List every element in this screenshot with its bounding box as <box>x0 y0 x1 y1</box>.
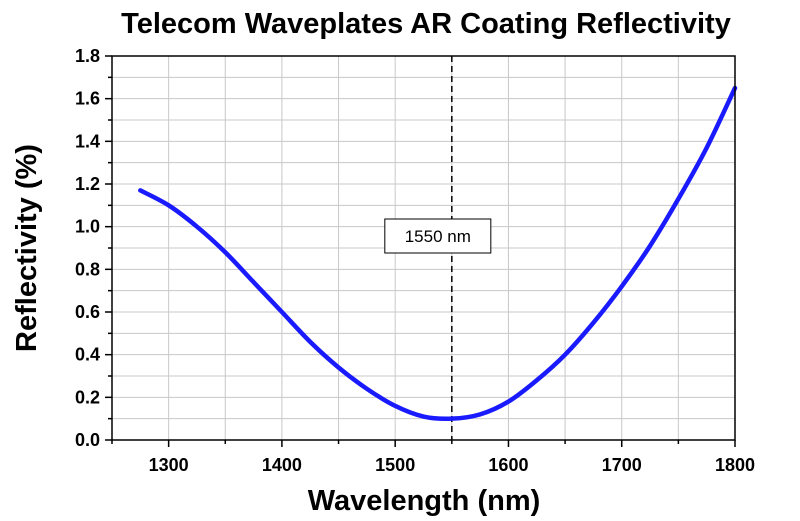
x-tick-label: 1700 <box>602 455 642 475</box>
x-tick-label: 1800 <box>715 455 755 475</box>
series-line <box>138 85 738 422</box>
x-tick-label: 1500 <box>375 455 415 475</box>
annotation-layer: 1550 nm <box>384 56 492 440</box>
y-tick-label: 0.0 <box>75 430 100 450</box>
y-tick-label: 1.0 <box>75 217 100 237</box>
annotation-box <box>384 218 492 254</box>
y-tick-label: 1.6 <box>75 89 100 109</box>
y-tick-label: 0.8 <box>75 259 100 279</box>
x-tick-label: 1400 <box>262 455 302 475</box>
series-layer <box>138 85 738 422</box>
x-tick-label: 1300 <box>149 455 189 475</box>
y-tick-label: 0.6 <box>75 302 100 322</box>
y-axis-label: Reflectivity (%) <box>11 144 43 352</box>
chart-title: Telecom Waveplates AR Coating Reflectivi… <box>121 8 731 40</box>
axis-ticks: 1300 1400 1500 1600 1700 1800 0.0 0.2 0.4 0.6 0.8 1… <box>75 46 755 475</box>
y-tick-label: 1.4 <box>75 131 100 151</box>
x-axis-label: Wavelength (nm) <box>308 485 541 517</box>
y-tick-label: 0.2 <box>75 387 100 407</box>
y-tick-label: 1.2 <box>75 174 100 194</box>
x-tick-label: 1600 <box>488 455 528 475</box>
y-tick-label: 0.4 <box>75 345 100 365</box>
y-tick-label: 1.8 <box>75 46 100 66</box>
annotation-label: 1550 nm <box>405 227 471 246</box>
